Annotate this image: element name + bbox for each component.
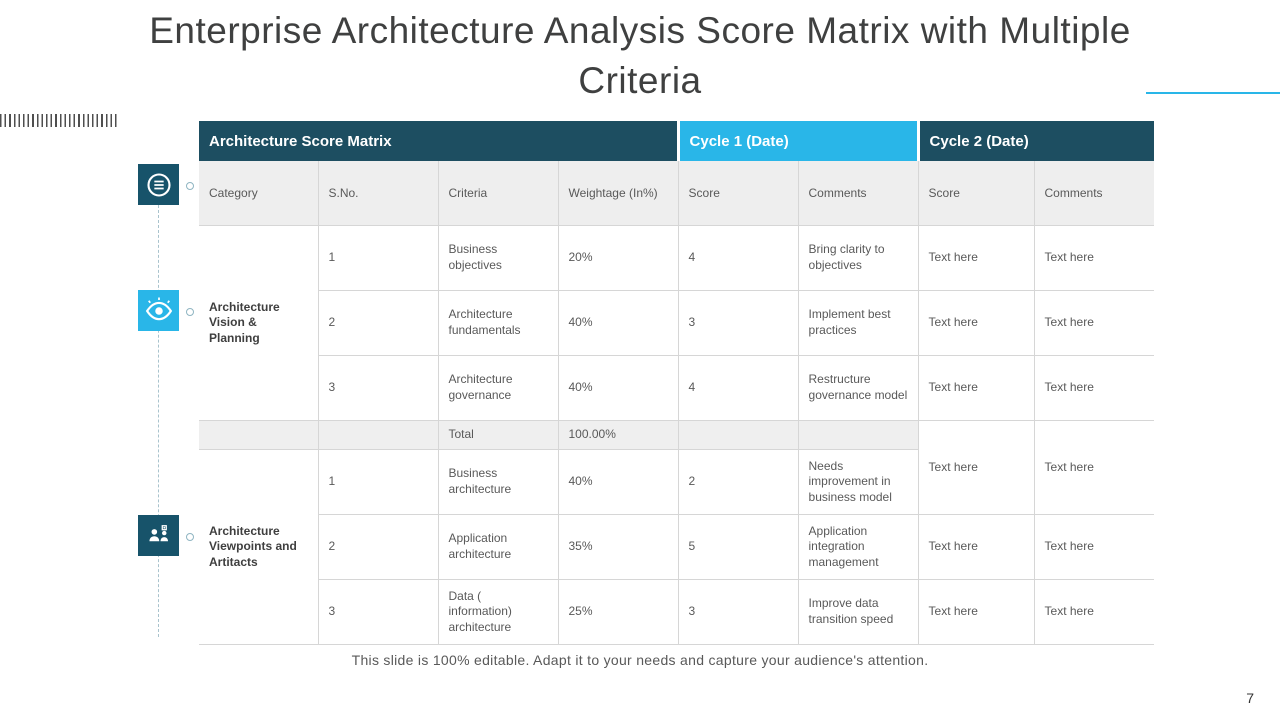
score-matrix-table: Architecture Score Matrix Cycle 1 (Date)… xyxy=(199,121,1155,645)
slide-title: Enterprise Architecture Analysis Score M… xyxy=(149,10,1131,101)
criteria-cell: Business architecture xyxy=(437,449,559,515)
col-header-criteria: Criteria xyxy=(437,161,559,226)
empty-cell xyxy=(317,420,439,450)
group-header-architecture-score-matrix: Architecture Score Matrix xyxy=(199,121,679,161)
col-header-comments-1: Comments xyxy=(797,161,919,226)
comments2-cell: Text here xyxy=(1033,355,1155,421)
eye-icon-glyph xyxy=(145,297,172,320)
table-row: 3 Architecture governance 40% 4 Restruct… xyxy=(199,355,1155,421)
sno-cell: 1 xyxy=(317,449,439,515)
weightage-cell: 40% xyxy=(557,290,679,356)
list-circle-icon xyxy=(138,164,179,205)
group-header-cycle-2: Cycle 2 (Date) xyxy=(916,121,1155,161)
sno-cell: 1 xyxy=(317,225,439,291)
score2-cell: Text here xyxy=(917,420,1035,515)
weightage-cell: 35% xyxy=(557,514,679,580)
comments2-cell: Text here xyxy=(1033,514,1155,580)
sno-cell: 2 xyxy=(318,514,439,580)
empty-cell xyxy=(199,420,319,450)
score2-cell: Text here xyxy=(917,290,1035,356)
icon-bullet-dot xyxy=(186,308,194,316)
comments1-cell: Needs improvement in business model xyxy=(797,449,919,515)
list-circle-icon-glyph xyxy=(146,172,171,197)
score2-cell: Text here xyxy=(917,355,1035,421)
table-row: 2 Architecture fundamentals 40% 3 Implem… xyxy=(199,290,1155,356)
editable-note: This slide is 100% editable. Adapt it to… xyxy=(351,652,929,668)
total-label-cell: Total xyxy=(437,420,559,450)
comments1-cell: Restructure governance model xyxy=(797,355,919,421)
empty-cell xyxy=(797,420,919,450)
weightage-cell: 40% xyxy=(557,355,679,421)
score2-cell: Text here xyxy=(917,579,1035,645)
score2-cell: Text here xyxy=(917,225,1035,291)
score1-cell: 5 xyxy=(677,514,799,580)
icon-connector-dashed-line xyxy=(158,205,159,637)
group-header-row: Architecture Score Matrix Cycle 1 (Date)… xyxy=(199,121,1155,161)
category-cell: Architecture Vision & Planning xyxy=(199,225,319,421)
comments2-cell: Text here xyxy=(1033,579,1155,645)
team-icon-glyph xyxy=(148,524,168,541)
table-row: 2 Application architecture 35% 5 Applica… xyxy=(199,514,1155,580)
sno-cell: 3 xyxy=(318,579,439,645)
icon-bullet-dot xyxy=(186,182,194,190)
score1-cell: 3 xyxy=(677,290,799,356)
score2-cell: Text here xyxy=(917,514,1035,580)
comments2-cell: Text here xyxy=(1033,420,1155,515)
table-row: Architecture Vision & Planning 1 Busines… xyxy=(199,225,1155,421)
criteria-cell: Architecture fundamentals xyxy=(437,290,559,356)
column-header-row: Category S.No. Criteria Weightage (In%) … xyxy=(199,161,1155,226)
table-row: 3 Data ( information) architecture 25% 3… xyxy=(199,579,1155,645)
eye-icon xyxy=(138,290,179,331)
group-header-cycle-1: Cycle 1 (Date) xyxy=(676,121,919,161)
col-header-score-2: Score xyxy=(917,161,1035,226)
weightage-cell: 20% xyxy=(557,225,679,291)
sno-cell: 2 xyxy=(318,290,439,356)
total-row: Total 100.00% Text here Text here xyxy=(199,420,1155,515)
empty-cell xyxy=(677,420,799,450)
page-number: 7 xyxy=(1246,690,1254,706)
col-header-score-1: Score xyxy=(677,161,799,226)
category-cell: Architecture Viewpoints and Artitacts xyxy=(199,449,319,645)
icon-bullet-dot xyxy=(186,533,194,541)
col-header-category: Category xyxy=(199,161,319,226)
col-header-comments-2: Comments xyxy=(1033,161,1155,226)
score1-cell: 4 xyxy=(677,225,799,291)
score1-cell: 2 xyxy=(677,449,799,515)
score1-cell: 4 xyxy=(677,355,799,421)
total-weightage-cell: 100.00% xyxy=(557,420,679,450)
sno-cell: 3 xyxy=(318,355,439,421)
criteria-cell: Application architecture xyxy=(437,514,559,580)
col-header-weightage: Weightage (In%) xyxy=(557,161,679,226)
comments1-cell: Implement best practices xyxy=(797,290,919,356)
tick-pattern-decoration xyxy=(0,114,118,127)
comments2-cell: Text here xyxy=(1033,290,1155,356)
col-header-sno: S.No. xyxy=(317,161,439,226)
comments2-cell: Text here xyxy=(1033,225,1155,291)
comments1-cell: Bring clarity to objectives xyxy=(797,225,919,291)
score1-cell: 3 xyxy=(677,579,799,645)
criteria-cell: Business objectives xyxy=(437,225,559,291)
comments1-cell: Application integration management xyxy=(797,514,919,580)
team-icon xyxy=(138,515,179,556)
comments1-cell: Improve data transition speed xyxy=(797,579,919,645)
weightage-cell: 25% xyxy=(557,579,679,645)
weightage-cell: 40% xyxy=(557,449,679,515)
top-right-accent-line xyxy=(1146,92,1280,94)
criteria-cell: Data ( information) architecture xyxy=(437,579,559,645)
table-row: Architecture Viewpoints and Artitacts 1 … xyxy=(199,449,1154,645)
criteria-cell: Architecture governance xyxy=(437,355,559,421)
